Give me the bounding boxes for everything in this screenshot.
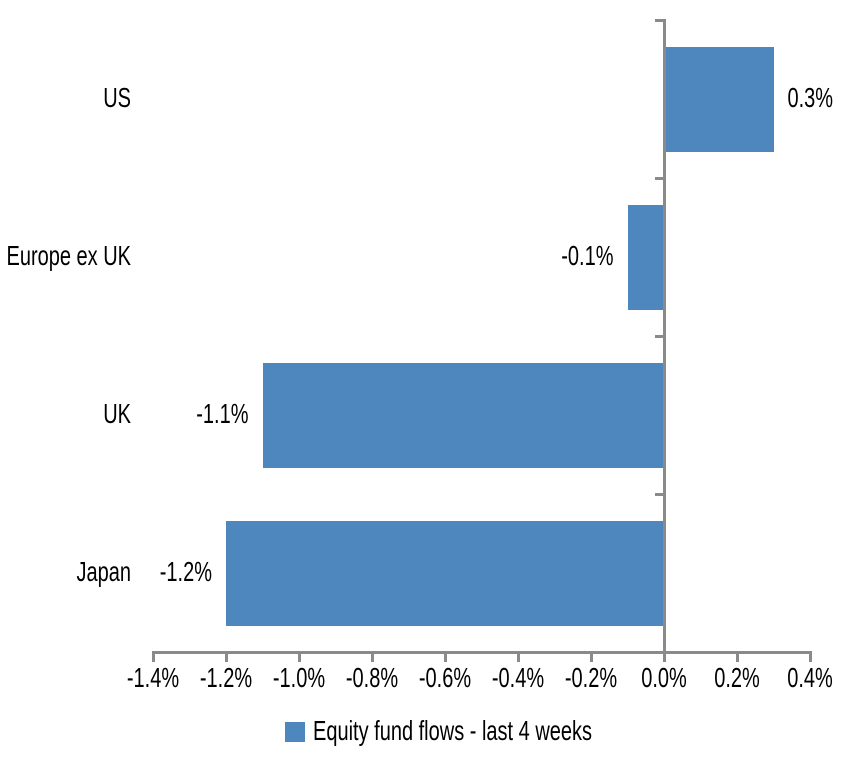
category-axis-tick [654,492,663,496]
value-axis-tick [224,653,228,662]
x-tick-label--0.2pct: -0.2% [531,662,651,696]
category-label-uk: UK [0,398,131,432]
x-tick-label--1.0pct: -1.0% [239,662,359,696]
x-tick-label-text: -0.2% [564,662,618,694]
value-label-us: 0.3% [788,82,852,116]
x-tick-label--0.8pct: -0.8% [312,662,432,696]
x-tick-label--0.6pct: -0.6% [385,662,505,696]
value-axis-tick [808,653,812,662]
category-axis-tick [654,18,663,22]
x-tick-label-0.2pct: 0.2% [677,662,797,696]
value-axis-tick [735,653,739,662]
value-label-text: 0.3% [787,82,834,114]
x-tick-label-text: 0.4% [787,662,833,694]
value-axis-tick [443,653,447,662]
x-tick-label--1.4pct: -1.4% [93,662,213,696]
value-axis-tick [151,653,155,662]
category-label-japan: Japan [0,556,132,590]
x-tick-label-text: -0.6% [418,662,472,694]
value-axis-line [151,650,812,654]
value-axis-tick [370,653,374,662]
value-label-japan: -1.2% [12,556,212,590]
value-axis-tick [662,653,666,662]
x-tick-label-text: -0.8% [345,662,399,694]
category-label-text: US [103,82,131,114]
bar-japan [226,520,663,626]
legend: Equity fund flows - last 4 weeks [285,716,592,747]
value-label-text: -0.1% [561,240,614,272]
category-label-text: Europe ex UK [6,240,131,272]
value-axis-tick [297,653,301,662]
value-axis-tick [589,653,593,662]
x-tick-label-0.4pct: 0.4% [750,662,852,696]
x-tick-label-0.0pct: 0.0% [604,662,724,696]
category-label-text: UK [103,398,131,430]
category-label-text: Japan [76,556,132,588]
x-tick-label-text: -1.2% [199,662,253,694]
x-tick-label-text: -1.4% [126,662,180,694]
category-axis-tick [654,334,663,338]
x-tick-label--1.2pct: -1.2% [166,662,286,696]
x-tick-label-text: 0.0% [641,662,687,694]
x-tick-label-text: 0.2% [714,662,760,694]
category-axis-line [662,19,666,654]
x-tick-label-text: -1.0% [272,662,326,694]
x-tick-label--0.4pct: -0.4% [458,662,578,696]
value-label-europe-ex-uk: -0.1% [414,240,614,274]
category-label-europe-ex-uk: Europe ex UK [0,240,131,274]
bar-uk [262,362,663,468]
bar-us [665,46,774,152]
value-label-text: -1.1% [196,398,249,430]
value-label-text: -1.2% [159,556,212,588]
x-tick-label-text: -0.4% [491,662,545,694]
bar-europe-ex-uk [627,204,663,310]
legend-label: Equity fund flows - last 4 weeks [313,715,593,747]
category-label-us: US [0,82,131,116]
category-axis-tick [654,176,663,180]
value-axis-tick [516,653,520,662]
legend-swatch-icon [285,722,305,742]
value-label-uk: -1.1% [49,398,249,432]
